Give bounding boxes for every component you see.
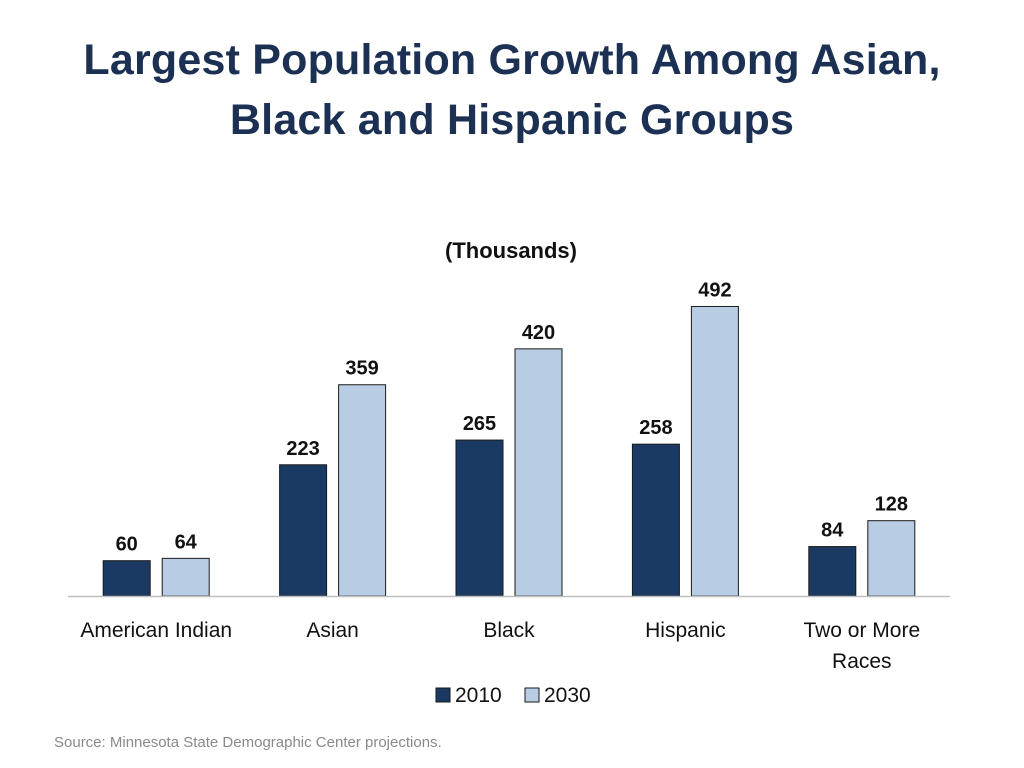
data-label-2030-3: 492	[698, 279, 731, 301]
data-label-2030-0: 64	[175, 531, 198, 553]
data-label-2030-1: 359	[345, 358, 378, 380]
bar-2010-0	[102, 560, 151, 597]
category-label-1-0: Asian	[306, 619, 359, 642]
legend-swatch-2010	[435, 687, 451, 703]
bar-2030-1	[338, 384, 387, 597]
bar-2010-2	[455, 439, 504, 597]
category-label-3-0: Hispanic	[645, 619, 726, 642]
bar-2030-3	[690, 305, 739, 597]
slide-title: Largest Population Growth Among Asian, B…	[40, 30, 984, 150]
category-label-4-0: Two or More	[803, 619, 920, 642]
source-note: Source: Minnesota State Demographic Cent…	[54, 734, 442, 751]
slide-title-line-1: Largest Population Growth Among Asian,	[83, 36, 941, 84]
bar-2030-4	[867, 520, 916, 597]
data-label-2030-4: 128	[875, 494, 908, 516]
bar-2030-0	[161, 557, 210, 597]
data-label-2010-1: 223	[286, 438, 319, 460]
legend-label-2030: 2030	[544, 684, 591, 707]
bar-2010-3	[631, 443, 680, 597]
data-label-2010-0: 60	[116, 534, 138, 556]
category-label-4-1: Races	[832, 650, 892, 673]
category-label-0-0: American Indian	[80, 619, 232, 642]
legend-label-2010: 2010	[455, 684, 502, 707]
bar-2010-1	[279, 464, 328, 597]
bar-2030-2	[514, 348, 563, 597]
bar-2010-4	[808, 546, 857, 597]
legend-swatch-2030	[524, 687, 540, 703]
data-label-2010-4: 84	[821, 520, 844, 542]
slide-title-line-2: Black and Hispanic Groups	[229, 96, 795, 144]
data-label-2010-3: 258	[639, 417, 672, 439]
category-label-2-0: Black	[483, 619, 535, 642]
chart-title: (Thousands)	[445, 238, 577, 263]
data-label-2010-2: 265	[463, 413, 496, 435]
data-label-2030-2: 420	[522, 322, 555, 344]
